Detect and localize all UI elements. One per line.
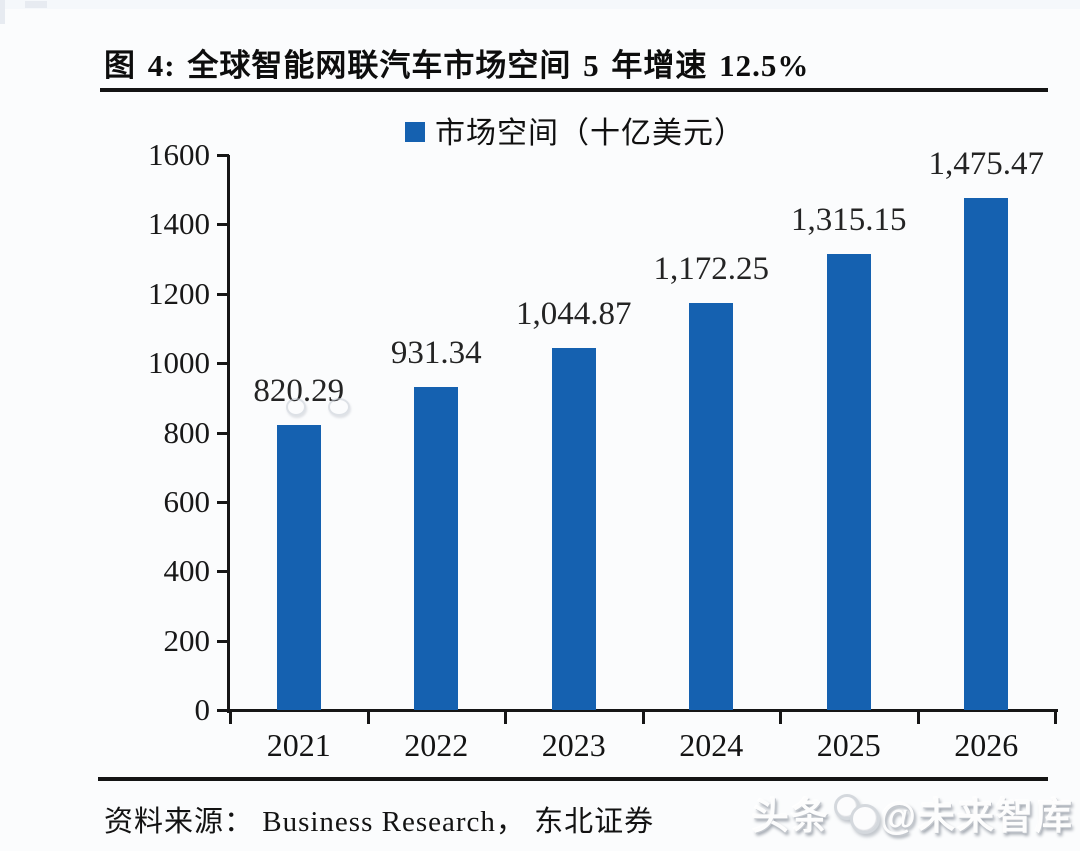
y-axis-tick [217,292,229,296]
y-axis-tick [217,570,229,574]
x-axis-tick [916,711,920,724]
legend-swatch-icon [405,122,425,142]
y-axis-tick [217,500,229,504]
y-axis-tick-label: 600 [163,483,211,519]
y-axis-tick-label: 800 [163,414,211,450]
y-axis-tick-label: 1600 [148,137,210,172]
y-axis-tick-label: 1200 [148,275,210,311]
bar-value-label: 1,044.87 [516,295,632,332]
x-axis-tick [1054,711,1057,724]
page-top-band [0,0,1080,9]
footer-divider [98,777,1048,781]
bar-value-label: 931.34 [390,334,482,371]
bar-2022 [414,386,459,710]
y-axis-tick [217,639,229,643]
y-axis-tick [217,154,229,157]
chart-title: 图 4: 全球智能网联汽车市场空间 5 年增速 12.5% [104,48,810,83]
watermark-ring [286,398,306,416]
title-divider [100,88,1048,92]
y-axis-tick-label: 400 [163,553,211,589]
x-axis-tick [779,711,782,724]
toutiao-watermark: 头条 @未来智库 [752,786,1074,840]
chart-legend: 市场空间（十亿美元） [405,108,745,152]
x-axis-category-label: 2022 [404,727,469,763]
x-axis-tick [504,711,507,724]
corner-artifact [25,1,47,8]
y-axis-tick [217,362,229,366]
watermark-prefix: 头条 [751,796,830,837]
bar-2026 [964,198,1009,710]
y-axis-tick-label: 200 [163,622,211,658]
x-axis-category-label: 2026 [954,727,1019,763]
corner-artifact [0,0,5,24]
x-axis-category-label: 2024 [679,727,744,763]
x-axis-tick [641,711,645,724]
toutiao-logo-icon [832,792,880,834]
bar-value-label: 1,315.15 [791,201,907,238]
y-axis-tick-label: 0 [194,692,211,727]
y-axis-tick [217,709,229,712]
legend-label: 市场空间（十亿美元） [435,117,745,150]
bar-value-label: 1,475.47 [928,146,1045,183]
y-axis-tick [217,223,229,227]
x-axis-category-label: 2021 [266,727,331,763]
bar-value-label: 1,172.25 [653,251,770,288]
y-axis-tick-label: 1400 [148,206,210,242]
source-attribution: 资料来源： Business Research， 东北证券 [104,806,655,838]
bar-2023 [551,347,596,710]
x-axis-line [227,709,1058,712]
x-axis-category-label: 2023 [541,727,606,763]
x-axis-category-label: 2025 [816,727,881,763]
x-axis-tick [229,711,232,724]
bar-2024 [689,303,734,710]
watermark-ring [328,398,350,416]
watermark-suffix: @未来智库 [879,796,1074,837]
bar-2025 [826,253,871,710]
y-axis-tick-label: 1000 [148,345,210,381]
y-axis-tick [217,431,229,435]
x-axis-tick [366,711,370,724]
bar-2021 [276,425,321,710]
